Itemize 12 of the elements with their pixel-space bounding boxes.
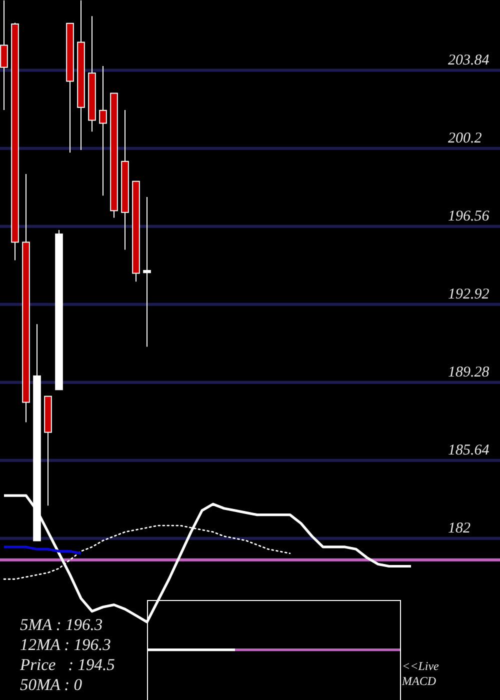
annotation: 12MA : 196.3 bbox=[20, 635, 111, 654]
y-tick-label: 200.2 bbox=[448, 130, 482, 146]
y-tick-label: 196.56 bbox=[448, 208, 490, 224]
annotation: 50MA : 0 bbox=[20, 675, 83, 694]
y-tick-label: 189.28 bbox=[448, 364, 490, 380]
y-tick-label: 182 bbox=[448, 520, 471, 536]
y-tick-label: 185.64 bbox=[448, 442, 490, 458]
annotation: Price : 194.5 bbox=[19, 655, 115, 674]
annotation: 5MA : 196.3 bbox=[20, 615, 103, 634]
y-tick-label: 203.84 bbox=[448, 52, 490, 68]
annotation: <<Live MACD bbox=[401, 659, 440, 688]
y-tick-label: 192.92 bbox=[448, 286, 490, 302]
